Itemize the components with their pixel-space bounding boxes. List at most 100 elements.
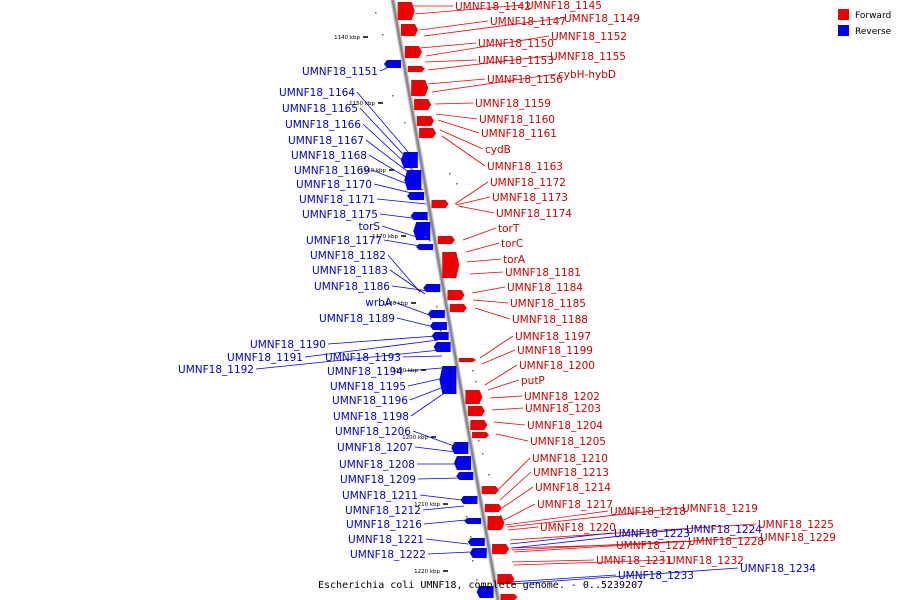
forward-gene-label: UMNF18_1197 — [515, 331, 591, 343]
reverse-gene-label: UMNF18_1209 — [340, 474, 416, 486]
forward-leader-line — [419, 20, 489, 31]
forward-gene-label: UMNF18_1231 — [596, 555, 672, 567]
reverse-gene-label: torS — [358, 221, 380, 233]
forward-leader-line — [472, 299, 509, 304]
reverse-gene-label: UMNF18_1234 — [740, 563, 816, 575]
reverse-leader-line — [412, 430, 455, 447]
reverse-gene-label: UMNF18_1208 — [339, 459, 415, 471]
reverse-gene-feature — [469, 548, 487, 558]
forward-leader-line — [465, 242, 500, 253]
forward-leader-line — [434, 102, 474, 105]
reverse-gene-label: UMNF18_1182 — [310, 250, 386, 262]
forward-gene-feature — [442, 252, 460, 278]
reverse-leader-line — [356, 91, 416, 161]
forward-leader-line — [462, 227, 497, 241]
feature-dot — [478, 440, 480, 442]
forward-gene-label: UMNF18_1232 — [668, 555, 744, 567]
reverse-gene-feature — [413, 222, 431, 240]
reverse-gene-label: UMNF18_1186 — [314, 281, 390, 293]
forward-gene-label: UMNF18_1159 — [475, 98, 551, 110]
reverse-leader-line — [425, 538, 469, 545]
reverse-gene-feature — [467, 538, 485, 546]
gene-labels: UMNF18_1142UMNF18_1145UMNF18_1147UMNF18_… — [178, 0, 836, 582]
reverse-gene-feature — [427, 310, 445, 318]
forward-leader-line — [454, 181, 489, 205]
reverse-gene-feature — [433, 342, 451, 352]
forward-leader-line — [439, 129, 484, 150]
forward-gene-feature — [407, 66, 425, 72]
forward-gene-feature — [397, 2, 415, 20]
forward-leader-line — [455, 196, 491, 206]
forward-leader-line — [501, 486, 534, 509]
forward-leader-line — [479, 335, 514, 359]
reverse-leader-line — [410, 391, 447, 417]
feature-dot — [482, 453, 484, 455]
reverse-gene-label: UMNF18_1189 — [319, 313, 395, 325]
forward-gene-feature — [411, 80, 429, 96]
forward-leader-line — [493, 421, 526, 426]
reverse-leader-line — [414, 446, 457, 453]
scale-tick-label: 1220 kbp — [414, 569, 440, 575]
forward-gene-label: UMNF18_1152 — [551, 31, 627, 43]
forward-leader-line — [431, 73, 557, 93]
forward-gene-label: UMNF18_1147 — [490, 16, 566, 28]
reverse-leader-line — [427, 551, 471, 555]
forward-gene-label: UMNF18_1150 — [478, 38, 554, 50]
reverse-leader-line — [407, 377, 445, 387]
forward-gene-label: UMNF18_1214 — [535, 482, 611, 494]
forward-gene-label: UMNF18_1225 — [758, 519, 834, 531]
forward-leader-line — [414, 4, 525, 15]
forward-gene-label: UMNF18_1173 — [492, 192, 568, 204]
forward-gene-label: UMNF18_1202 — [524, 391, 600, 403]
reverse-gene-label: UMNF18_1171 — [299, 194, 375, 206]
forward-leader-line — [481, 349, 516, 365]
forward-gene-feature — [449, 304, 467, 312]
forward-gene-label: UMNF18_1160 — [479, 114, 555, 126]
forward-gene-feature — [416, 116, 434, 126]
reverse-gene-label: UMNF18_1194 — [327, 366, 403, 378]
forward-leader-line — [497, 457, 531, 491]
feature-dot — [466, 516, 468, 518]
feature-dot — [375, 12, 377, 14]
feature-dot — [472, 560, 474, 562]
feature-dot — [472, 370, 474, 372]
scale-tick-label: 1180 kbp — [382, 301, 408, 307]
legend-reverse-swatch — [838, 25, 849, 36]
forward-gene-feature — [484, 504, 502, 512]
forward-leader-line — [441, 135, 486, 167]
genome-backbone — [390, 0, 501, 600]
forward-gene-label: UMNF18_1156 — [487, 74, 563, 86]
reverse-leader-line — [389, 269, 426, 295]
leader-lines — [255, 4, 759, 585]
forward-leader-line — [489, 395, 523, 399]
feature-dot — [449, 173, 451, 175]
forward-gene-label: cydB — [485, 144, 511, 156]
forward-leader-line — [487, 379, 520, 391]
forward-gene-feature — [487, 516, 505, 530]
forward-gene-label: torA — [503, 254, 526, 266]
reverse-leader-line — [417, 477, 461, 480]
reverse-gene-label: UMNF18_1165 — [282, 103, 358, 115]
forward-gene-label: putP — [521, 375, 545, 387]
forward-gene-label: UMNF18_1229 — [760, 532, 836, 544]
reverse-gene-label: wrbA — [365, 297, 393, 309]
reverse-gene-label: UMNF18_1223 — [614, 528, 690, 540]
forward-gene-label: UMNF18_1210 — [532, 453, 608, 465]
scale-tick-label: 1170 kbp — [372, 234, 398, 240]
reverse-gene-label: UMNF18_1207 — [337, 442, 413, 454]
reverse-gene-label: UMNF18_1206 — [335, 426, 411, 438]
reverse-leader-line — [304, 339, 439, 358]
reverse-leader-line — [409, 385, 447, 401]
reverse-leader-line — [402, 355, 443, 358]
scale-tick-label: 1150 kbp — [349, 101, 375, 107]
forward-gene-feature — [470, 420, 488, 430]
feature-dot — [488, 474, 490, 476]
reverse-gene-feature — [423, 284, 441, 292]
forward-gene-label: UMNF18_1174 — [496, 208, 572, 220]
reverse-leader-line — [509, 574, 617, 583]
reverse-gene-label: UMNF18_1192 — [178, 364, 254, 376]
forward-gene-label: UMNF18_1228 — [688, 536, 764, 548]
forward-gene-label: UMNF18_1172 — [490, 177, 566, 189]
scale-tick-label: 1200 kbp — [402, 435, 428, 441]
reverse-gene-feature — [383, 60, 401, 68]
